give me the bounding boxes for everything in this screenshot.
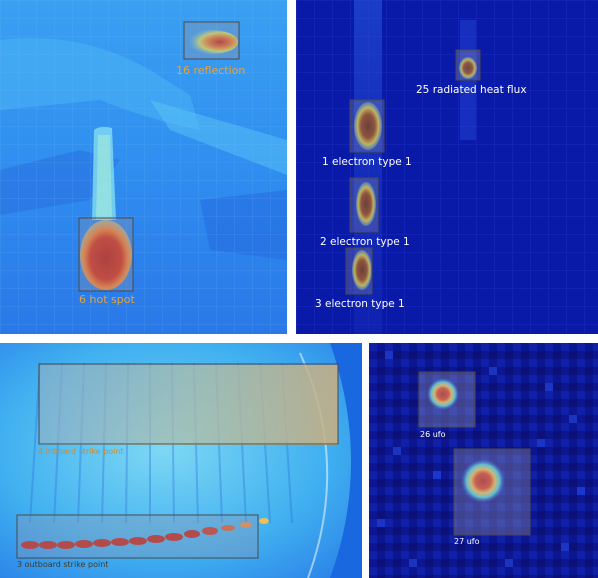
electron-1-box <box>349 99 385 153</box>
thermal-panel-top-right: 25 radiated heat flux 1 electron type 1 … <box>296 0 598 334</box>
ufo-27-box <box>453 448 531 536</box>
thermal-panel-bottom-right: 26 ufo 27 ufo <box>369 343 598 578</box>
ufo-26-label: 26 ufo <box>420 430 446 439</box>
inboard-strike-point-label: 4 inboard strike point <box>38 447 124 456</box>
radiated-heat-flux-box <box>455 49 481 81</box>
reflection-label: 16 reflection <box>176 64 245 77</box>
thermal-panel-bottom-left: 4 inboard strike point 3 outboard strike… <box>0 343 362 578</box>
ufo-26-box <box>418 371 476 428</box>
ufo-27-label: 27 ufo <box>454 537 480 546</box>
electron-1-label: 1 electron type 1 <box>322 156 412 168</box>
radiated-heat-flux-label: 25 radiated heat flux <box>416 84 527 96</box>
outboard-strike-point-box <box>16 514 259 559</box>
outboard-strike-point-label: 3 outboard strike point <box>17 560 108 569</box>
electron-3-box <box>345 247 373 295</box>
reflection-box <box>183 21 240 60</box>
electron-2-label: 2 electron type 1 <box>320 236 410 248</box>
thermal-panel-top-left: 16 reflection 6 hot spot <box>0 0 287 334</box>
hot-spot-label: 6 hot spot <box>79 293 135 306</box>
hot-spot-box <box>78 217 134 292</box>
electron-3-label: 3 electron type 1 <box>315 298 405 310</box>
inboard-strike-point-box <box>38 363 339 445</box>
electron-2-box <box>349 177 379 233</box>
